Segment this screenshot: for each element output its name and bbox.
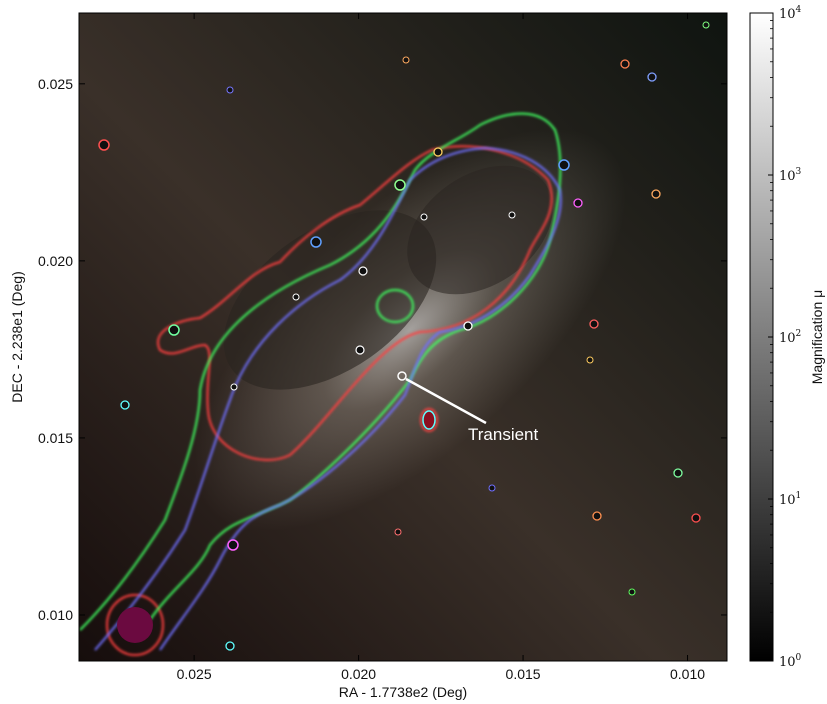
- transient-annotation: Transient: [397, 371, 539, 444]
- transient-label: Transient: [468, 425, 539, 444]
- transient-marker: [397, 371, 407, 381]
- colorbar-ticks: 100 101 102 103 104: [768, 5, 802, 670]
- y-axis-title: DEC - 2.238e1 (Deg): [9, 271, 25, 403]
- x-tick-label: 0.025: [177, 666, 212, 682]
- magnification-map: Transient: [79, 13, 727, 661]
- y-tick-label: 0.020: [38, 253, 73, 269]
- colorbar-tick-label: 103: [779, 167, 802, 184]
- transient-arrow: [405, 377, 487, 425]
- galaxy-halos: [98, 21, 710, 651]
- colorbar-tick-label: 102: [779, 329, 801, 346]
- y-tick-label: 0.010: [38, 607, 73, 623]
- critical-curve-red: [106, 145, 553, 656]
- x-axis-title: RA - 1.7738e2 (Deg): [339, 684, 467, 700]
- x-axis: 0.025 0.020 0.015 0.010: [177, 13, 705, 682]
- colorbar-tick-label: 104: [779, 5, 802, 22]
- x-tick-label: 0.015: [506, 666, 541, 682]
- y-axis: 0.010 0.015 0.020 0.025: [38, 76, 727, 623]
- y-tick-label: 0.015: [38, 430, 73, 446]
- colorbar-tick-label: 101: [779, 491, 801, 508]
- colorbar-tick-label: 100: [779, 653, 802, 670]
- y-tick-label: 0.025: [38, 76, 73, 92]
- colorbar: 100 101 102 103 104 Magnification μ: [749, 5, 825, 670]
- x-tick-label: 0.010: [670, 666, 705, 682]
- critical-curve-blue: [94, 146, 562, 651]
- critical-curve-green: [79, 112, 562, 631]
- colorbar-label: Magnification μ: [809, 290, 825, 384]
- x-tick-label: 0.020: [341, 666, 376, 682]
- plot-frame: [78, 12, 728, 662]
